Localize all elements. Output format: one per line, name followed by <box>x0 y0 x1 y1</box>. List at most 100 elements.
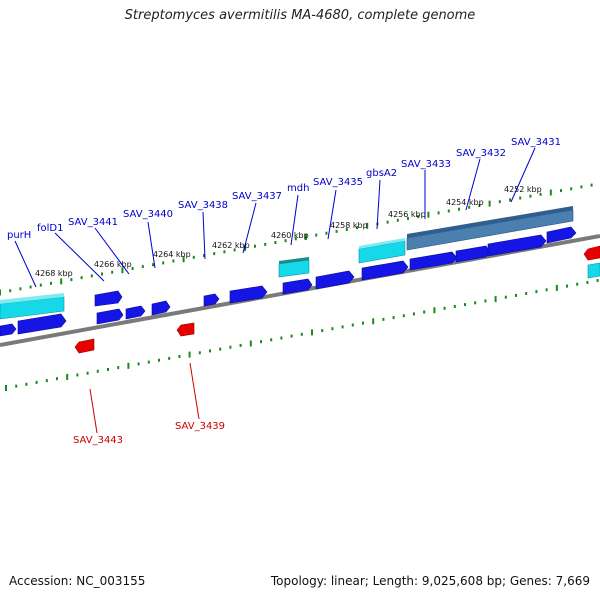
gene-block[interactable] <box>587 262 600 279</box>
ruler-dot <box>529 194 532 198</box>
ruler-dot <box>9 289 12 293</box>
leader-line <box>54 232 105 282</box>
gene-arrow[interactable] <box>17 313 67 335</box>
ruler-major-tick <box>427 211 430 218</box>
gene-label[interactable]: SAV_3433 <box>401 159 451 170</box>
leader-line <box>189 362 200 420</box>
gene-arrow[interactable] <box>229 285 268 304</box>
gene-arrow[interactable] <box>409 251 458 271</box>
gene-arrow[interactable] <box>176 322 195 337</box>
ruler-dot <box>260 340 262 344</box>
ruler-dot <box>570 187 573 191</box>
gene-block[interactable] <box>407 206 573 238</box>
gene-label[interactable]: SAV_3440 <box>123 209 173 220</box>
ruler-dot <box>362 321 364 325</box>
ruler-dot <box>321 329 324 333</box>
ruler-major-tick <box>188 351 191 358</box>
gene-label[interactable]: SAV_3437 <box>232 191 282 202</box>
ruler-dot <box>596 279 599 282</box>
leader-lines <box>14 147 536 434</box>
gene-label[interactable]: folD1 <box>37 223 63 234</box>
gene-arrow[interactable] <box>546 226 577 244</box>
ruler-dot <box>29 285 32 289</box>
gene-block[interactable] <box>358 240 406 264</box>
forward-genes <box>0 226 577 337</box>
leader-line <box>510 147 536 203</box>
gene-arrow[interactable] <box>282 278 313 295</box>
gene-arrow[interactable] <box>96 308 124 325</box>
gene-arrow[interactable] <box>74 338 95 354</box>
gene-arrow[interactable] <box>203 293 220 307</box>
gene-arrow[interactable] <box>361 260 409 281</box>
ruler-major-tick <box>488 200 491 207</box>
gene-arrow[interactable] <box>0 323 17 337</box>
ruler-dot <box>229 345 232 349</box>
gene-arrow[interactable] <box>125 305 146 320</box>
ruler-dot <box>274 241 277 244</box>
ruler-dot <box>39 283 42 287</box>
gene-block[interactable] <box>278 259 310 278</box>
gene-block[interactable] <box>0 296 65 320</box>
gene-label[interactable]: SAV_3439 <box>175 421 225 432</box>
ruler-dot <box>325 231 328 235</box>
ruler-major-tick <box>66 373 69 380</box>
gene-label[interactable]: purH <box>7 230 31 241</box>
ruler-dot <box>223 250 226 254</box>
ruler-dot <box>504 295 507 299</box>
gene-label[interactable]: SAV_3432 <box>456 148 506 159</box>
ruler-dot <box>198 351 201 355</box>
leader-line <box>14 240 37 288</box>
ruler-major-tick <box>127 362 130 369</box>
accession-label: Accession: NC_003155 <box>9 574 146 588</box>
ruler-dot <box>270 338 273 342</box>
ruler-dot <box>284 239 287 243</box>
gene-label[interactable]: SAV_3435 <box>313 177 363 188</box>
ruler-dot <box>356 226 358 230</box>
ruler-dot <box>107 368 109 371</box>
gene-arrow[interactable] <box>315 270 355 290</box>
gene-label[interactable]: SAV_3441 <box>68 217 118 228</box>
ruler-dot <box>478 204 481 207</box>
ruler-dot <box>545 288 548 292</box>
kbp-label: 4254 kbp <box>446 198 484 207</box>
gene-arrow[interactable] <box>487 234 547 257</box>
leader-line <box>94 227 130 275</box>
ruler-dot <box>437 211 440 215</box>
gene-block[interactable] <box>359 238 405 249</box>
gene-block[interactable] <box>279 257 309 264</box>
gene-arrow[interactable] <box>583 245 600 261</box>
gene-label[interactable]: SAV_3431 <box>511 137 561 148</box>
leader-line <box>242 202 257 254</box>
leader-line <box>89 388 98 434</box>
ruler-dot <box>396 218 399 222</box>
gene-label[interactable]: mdh <box>287 183 309 194</box>
ruler-dot <box>117 366 120 370</box>
ruler-dot <box>315 233 318 237</box>
gene-label[interactable]: SAV_3443 <box>73 435 123 446</box>
ruler-dot <box>90 274 93 278</box>
gene-label[interactable]: gbsA2 <box>366 168 397 179</box>
gene-block[interactable] <box>0 293 64 304</box>
ruler-dot <box>498 200 501 204</box>
ruler-dot <box>192 255 195 259</box>
gene-arrow[interactable] <box>94 290 123 307</box>
map-title: Streptomyces avermitilis MA-4680, comple… <box>124 8 476 23</box>
reverse-genes <box>74 245 600 354</box>
ruler-dot <box>535 290 538 294</box>
ruler-dot <box>509 198 511 202</box>
ruler-dot <box>80 276 83 280</box>
ruler-dot <box>382 317 385 321</box>
ruler-dot <box>525 292 528 295</box>
ruler-dot <box>468 205 471 209</box>
kbp-labels: 4268 kbp 4266 kbp 4264 kbp 4262 kbp 4260… <box>35 185 542 278</box>
gene-labels: purH folD1 SAV_3441 SAV_3440 SAV_3438 SA… <box>7 137 561 446</box>
ruler-major-tick <box>249 340 252 347</box>
ruler-dot <box>447 209 450 213</box>
ruler-dot <box>111 270 114 274</box>
ruler-dot <box>464 303 466 307</box>
gene-label[interactable]: SAV_3438 <box>178 200 228 211</box>
leader-line <box>465 158 481 211</box>
ruler-dot <box>566 284 568 288</box>
ruler-dot <box>178 355 181 358</box>
gene-arrow[interactable] <box>151 300 171 316</box>
